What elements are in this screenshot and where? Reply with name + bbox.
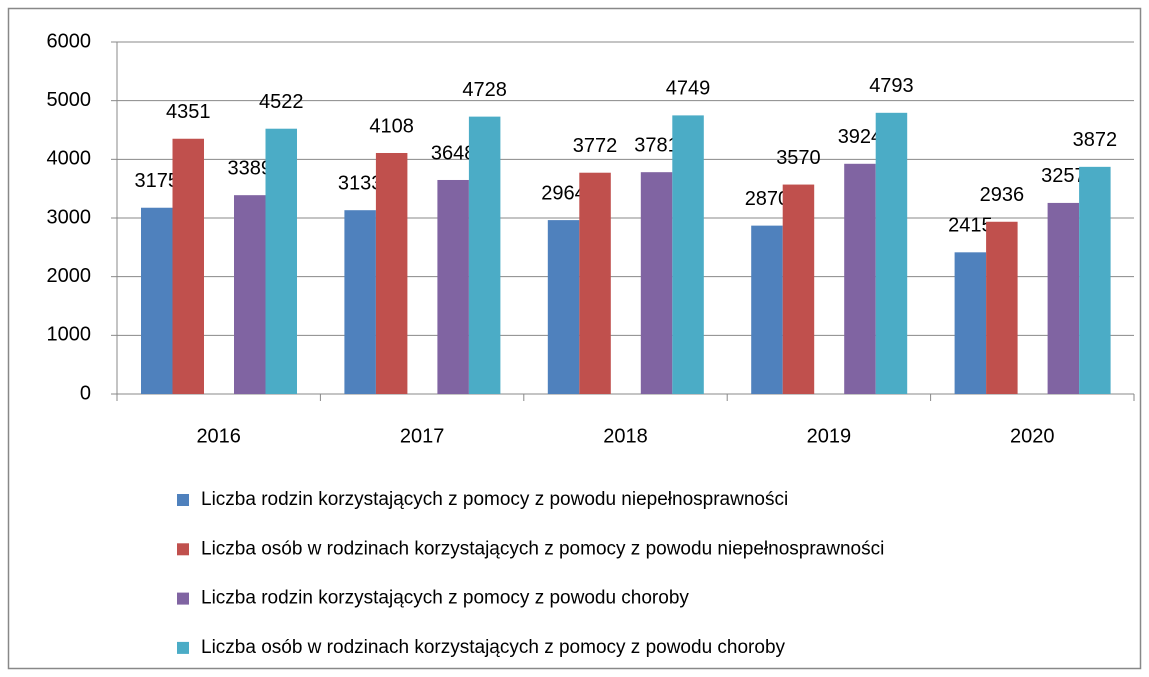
x-tick-label: 2018	[603, 425, 648, 447]
bar	[954, 252, 987, 394]
legend-label: Liczba rodzin korzystających z pomocy z …	[201, 489, 788, 510]
bar	[468, 116, 501, 395]
chart-frame	[7, 7, 1142, 670]
data-label: 4728	[462, 79, 507, 101]
bar	[1047, 202, 1080, 394]
data-label: 3133	[338, 172, 383, 194]
data-label: 3772	[573, 135, 618, 157]
y-tick-label: 4000	[47, 148, 92, 170]
bar	[751, 225, 783, 394]
data-label: 3781	[634, 134, 679, 156]
y-tick-label: 5000	[47, 89, 92, 111]
x-tick-label: 2016	[196, 425, 241, 447]
legend-swatch	[177, 641, 189, 654]
legend-label: Liczba rodzin korzystających z pomocy z …	[201, 588, 689, 609]
legend-swatch	[177, 592, 189, 605]
x-tick-label: 2017	[400, 425, 445, 447]
y-tick-label: 1000	[47, 324, 92, 346]
bar	[547, 220, 580, 394]
bar	[844, 163, 876, 394]
data-label: 3872	[1073, 129, 1118, 151]
data-label: 3570	[776, 147, 821, 169]
data-label: 4749	[666, 78, 711, 100]
data-label: 4522	[259, 91, 304, 113]
data-label: 4108	[369, 115, 414, 137]
bar	[782, 184, 815, 394]
bar	[875, 112, 908, 394]
data-label: 4793	[869, 75, 914, 97]
x-tick-label: 2020	[1010, 425, 1055, 447]
data-label: 3257	[1041, 165, 1086, 187]
bar	[141, 207, 173, 394]
bar	[265, 128, 297, 394]
y-tick-label: 3000	[47, 206, 92, 228]
y-tick-label: 6000	[47, 30, 92, 52]
data-label: 3648	[431, 142, 476, 164]
data-label: 4351	[166, 101, 211, 123]
y-tick-label: 0	[80, 382, 91, 404]
bar	[986, 221, 1018, 394]
bar	[640, 172, 673, 394]
bar	[1079, 166, 1111, 394]
legend-swatch	[177, 543, 189, 556]
bar	[172, 138, 204, 394]
bar	[344, 210, 376, 394]
y-tick-label: 2000	[47, 265, 92, 287]
x-tick-label: 2019	[807, 425, 852, 447]
bar	[437, 179, 469, 394]
data-label: 3924	[838, 126, 883, 148]
data-label: 3175	[135, 170, 180, 192]
data-label: 3389	[228, 157, 273, 179]
bar	[234, 195, 266, 394]
legend-label: Liczba osób w rodzinach korzystających z…	[201, 538, 884, 559]
data-label: 2936	[980, 184, 1025, 206]
legend-label: Liczba osób w rodzinach korzystających z…	[201, 637, 786, 658]
bar	[579, 172, 611, 394]
bar	[375, 152, 408, 394]
data-label: 2964	[541, 182, 586, 204]
data-label: 2870	[745, 188, 790, 210]
data-label: 2415	[948, 215, 993, 237]
legend-swatch	[177, 494, 189, 506]
bar	[672, 115, 704, 394]
